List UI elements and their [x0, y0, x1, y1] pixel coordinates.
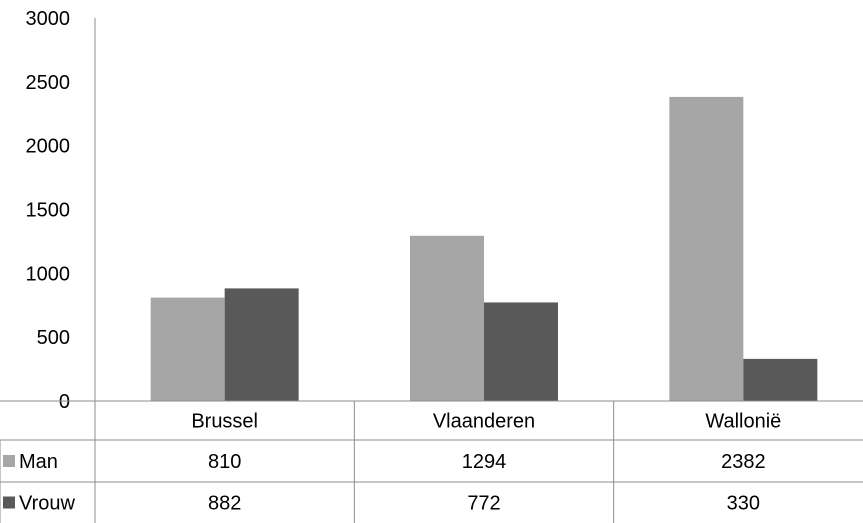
y-tick-label: 500 — [37, 327, 70, 349]
bar-vrouw-1 — [484, 302, 558, 401]
legend-key-vrouw — [3, 496, 15, 509]
table-value: 1294 — [462, 451, 507, 473]
bar-man-0 — [150, 297, 225, 401]
y-tick-label: 3000 — [26, 8, 71, 30]
legend-label: Vrouw — [19, 493, 76, 515]
category-label: Wallonië — [705, 411, 781, 433]
category-label: Vlaanderen — [433, 411, 535, 433]
legend-label: Man — [19, 451, 58, 473]
bar-vrouw-2 — [743, 358, 818, 401]
y-tick-label: 2500 — [26, 72, 71, 94]
y-tick-label: 1000 — [26, 263, 71, 285]
table-value: 810 — [208, 451, 241, 473]
legend-key-man — [3, 455, 15, 467]
y-tick-label: 1500 — [26, 200, 71, 222]
bar-man-1 — [410, 235, 484, 401]
category-label: Brussel — [191, 411, 258, 433]
table-value: 330 — [727, 493, 760, 515]
y-tick-label: 0 — [59, 391, 70, 413]
bar-vrouw-0 — [224, 288, 299, 401]
table-value: 882 — [208, 493, 241, 515]
table-value: 2382 — [721, 451, 766, 473]
table-value: 772 — [467, 493, 500, 515]
bar-man-2 — [669, 96, 744, 401]
y-tick-label: 2000 — [26, 136, 71, 158]
